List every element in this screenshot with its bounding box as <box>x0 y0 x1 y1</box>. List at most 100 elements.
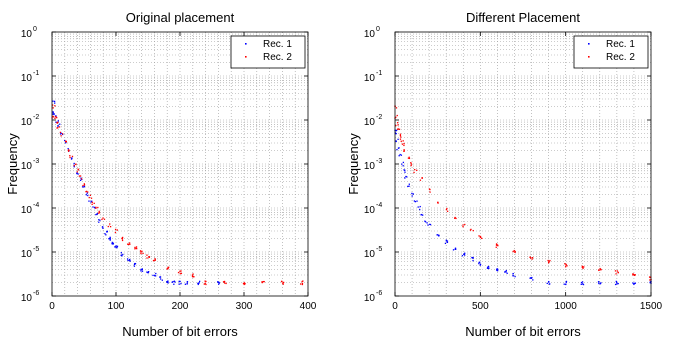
data-point <box>197 283 199 286</box>
data-point <box>180 272 183 274</box>
data-point <box>446 241 449 244</box>
y-tick-label: 10 <box>21 29 33 40</box>
data-point <box>402 161 405 164</box>
y-tick-exponent: 0 <box>33 26 37 33</box>
data-point <box>111 243 113 245</box>
y-tick-base: 10 <box>21 73 33 84</box>
data-point <box>128 242 131 244</box>
data-point <box>224 282 226 284</box>
data-point <box>121 255 123 257</box>
data-point <box>79 175 82 177</box>
data-point <box>58 126 61 128</box>
y-tick-exponent: -2 <box>376 114 382 121</box>
data-point <box>91 203 93 205</box>
data-point <box>139 250 142 252</box>
data-point <box>407 185 409 188</box>
data-point <box>471 257 474 259</box>
data-point <box>396 114 398 117</box>
data-point <box>417 206 419 208</box>
data-point <box>408 157 411 160</box>
data-point <box>109 226 112 228</box>
data-point <box>87 191 89 193</box>
data-point <box>429 191 431 193</box>
legend-box <box>230 35 306 69</box>
data-point <box>204 282 206 285</box>
data-point <box>416 200 418 202</box>
data-point <box>71 155 74 158</box>
data-point <box>514 251 516 253</box>
data-point <box>109 236 111 238</box>
data-point <box>103 218 106 220</box>
data-point <box>470 228 472 231</box>
data-point <box>148 256 151 258</box>
data-point <box>301 280 303 283</box>
data-point <box>121 239 124 242</box>
data-point <box>105 234 107 236</box>
data-point <box>152 260 155 262</box>
data-point <box>530 277 533 279</box>
data-point <box>282 281 285 284</box>
data-point <box>600 282 602 284</box>
data-point <box>446 240 449 242</box>
data-point <box>462 224 464 226</box>
data-point <box>399 133 402 135</box>
data-point <box>281 280 283 283</box>
y-tick-exponent: -5 <box>33 246 39 253</box>
data-point <box>549 283 551 285</box>
series-2 <box>51 104 304 286</box>
data-point <box>478 262 480 265</box>
data-point <box>397 128 399 130</box>
data-point <box>133 265 136 267</box>
data-point <box>78 175 81 177</box>
data-point <box>424 220 426 222</box>
data-point <box>55 116 57 118</box>
data-point <box>65 141 67 143</box>
data-point <box>77 169 80 171</box>
data-point <box>80 178 83 180</box>
data-point <box>414 200 417 203</box>
data-point <box>496 268 499 270</box>
y-tick-exponent: -6 <box>33 290 39 297</box>
x-axis-label: Number of bit errors <box>122 324 238 339</box>
data-point <box>396 128 399 130</box>
x-tick-label: 300 <box>236 301 253 312</box>
data-point <box>617 271 619 273</box>
data-point <box>81 186 84 188</box>
data-point <box>614 283 617 286</box>
data-point <box>57 120 59 122</box>
y-tick-base: 10 <box>364 161 376 172</box>
data-point <box>411 192 413 195</box>
data-point <box>154 259 156 261</box>
data-point <box>61 133 64 135</box>
data-point <box>148 271 150 273</box>
data-point <box>180 270 182 272</box>
data-point <box>615 273 617 275</box>
x-axis: 0 100 200 300 400 <box>49 32 317 312</box>
data-point <box>546 282 548 285</box>
data-point <box>154 274 156 277</box>
data-point <box>178 283 180 285</box>
data-point <box>616 270 618 272</box>
data-point <box>55 121 57 123</box>
data-point <box>93 202 95 204</box>
legend-marker <box>588 56 590 58</box>
data-point <box>129 243 131 246</box>
data-point <box>454 247 457 249</box>
data-point <box>167 280 169 283</box>
data-point <box>135 247 137 250</box>
y-tick-base: 10 <box>364 293 376 304</box>
x-tick-label: 500 <box>472 301 489 312</box>
data-point <box>159 278 162 280</box>
chart-panel-different-placement: 10 010 -110 -210 -310 -410 -510 -60 500 1000 1500D… <box>346 10 663 339</box>
data-point <box>599 267 601 270</box>
data-point <box>87 194 89 197</box>
data-point <box>261 281 263 283</box>
y-tick-exponent: -3 <box>33 158 39 165</box>
data-point <box>180 282 182 285</box>
data-point <box>463 253 465 256</box>
data-point <box>64 139 66 142</box>
data-point <box>56 116 58 119</box>
data-point <box>429 223 431 225</box>
data-point <box>399 153 401 156</box>
